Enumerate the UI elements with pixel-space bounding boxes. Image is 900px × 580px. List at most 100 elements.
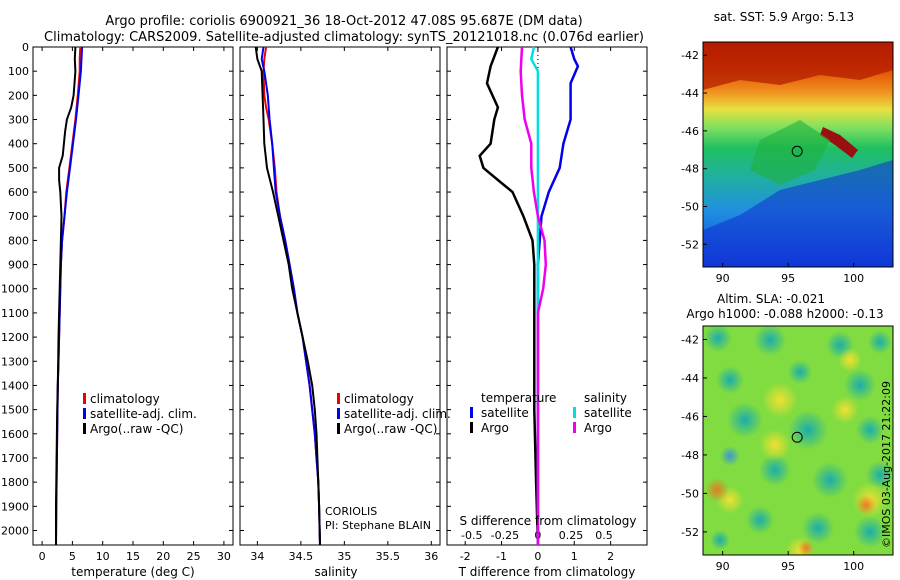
series-argo [55,46,77,545]
sst-front [820,127,858,158]
x-tick-label: 90 [716,272,730,285]
sst-map-axes: 90 95 100 -42 -44 -46 -48 -50 -52 [681,49,864,285]
sla-eddy [866,461,893,489]
legend-swatch-satellite [337,408,340,419]
x-tick-label: 2 [607,550,614,563]
figure-title-line2: Climatology: CARS2009. Satellite-adjuste… [44,30,644,45]
x-tick-label: -2 [460,550,471,563]
temperature-legend: climatology satellite-adj. clim. Argo(..… [83,392,197,436]
sla-eddy [788,410,828,450]
x-tick-label: 90 [716,560,730,573]
sla-eddy [854,516,886,548]
sla-eddy [754,326,786,356]
y-tick-label: 1800 [1,476,29,489]
legend-label-climatology: climatology [344,392,414,406]
s-tick-label: -0.5 [461,529,482,542]
y-tick-label: 600 [8,186,29,199]
y-tick-label: -52 [681,526,699,539]
argo-location-marker [791,431,803,443]
sla-eddy [716,366,744,394]
legend-swatch-climatology [337,393,340,404]
difference-chart: -2 -1 0 1 2-0.5 -0.25 0 0.25 0.5 [447,46,647,563]
legend-swatch-sal-argo [573,422,576,433]
legend-label-temp-satellite: satellite [481,406,529,420]
y-tick-label: 1000 [1,283,29,296]
x-tick-label: 100 [843,560,864,573]
sla-map: 90 95 100 -42 -44 -46 -48 -50 -52 [681,325,894,573]
figure-title-line1: Argo profile: coriolis 6900921_36 18-Oct… [105,14,582,29]
y-tick-label: -42 [681,49,699,62]
s-tick-label: 0.5 [595,529,613,542]
x-tick-label: 34.5 [289,550,314,563]
salinity-chart: 34 34.5 35 35.5 36 [240,46,440,563]
sla-eddy [838,348,862,372]
sst-green-region [750,120,830,185]
sla-eddy [762,382,798,418]
x-tick-label: -1 [496,550,507,563]
sla-eddy [759,454,791,486]
argo-location-marker [791,145,803,157]
annotation-coriolis: CORIOLIS [325,505,377,518]
x-tick-label: 34 [250,550,264,563]
sla-eddy [868,330,892,354]
temperature-panel-frame [32,46,234,546]
sst-warm-patch [703,42,893,90]
y-tick-label: -44 [681,87,699,100]
legend-swatch-temp-satellite [470,407,473,418]
legend-label-sal-argo: Argo [584,421,612,435]
y-tick-label: 1200 [1,331,29,344]
y-tick-label: 300 [8,114,29,127]
copyright-label: ©IMOS 03-Aug-2017 21:22:09 [880,381,893,548]
y-tick-label: 1100 [1,307,29,320]
x-tick-label: 0 [534,550,541,563]
legend-swatch-argo [337,423,340,434]
sla-eddy [844,369,876,401]
sla-eddy [831,396,859,424]
legend-swatch-satellite [83,408,86,419]
sst-map: 90 95 100 -42 -44 -46 -48 -50 -52 [681,41,894,285]
annotation-pi: PI: Stephane BLAIN [325,519,431,532]
y-tick-label: 1300 [1,355,29,368]
temperature-xlabel: temperature (deg C) [71,565,194,579]
legend-label-climatology: climatology [90,392,160,406]
y-tick-label: -50 [681,487,699,500]
y-tick-label: 1600 [1,428,29,441]
legend-swatch-sal-satellite [573,407,576,418]
sla-eddy [759,429,791,461]
legend-swatch-temp-argo [470,422,473,433]
s-tick-label: 0.25 [559,529,584,542]
y-tick-label: -46 [681,410,699,423]
legend-label-argo: Argo(..raw -QC) [90,422,183,436]
series-temp-satellite [536,46,580,545]
y-tick-label: -46 [681,125,699,138]
sla-eddy [720,446,740,466]
sla-eddies [704,326,893,555]
series-climatology [262,46,321,546]
salinity-xlabel: salinity [314,565,357,579]
s-tick-label: -0.25 [491,529,519,542]
x-tick-label: 0 [39,550,46,563]
x-tick-label: 36 [424,550,438,563]
sla-map-title-line1: Altim. SLA: -0.021 [717,292,825,306]
y-tick-label: 800 [8,234,29,247]
x-tick-label: 25 [187,550,201,563]
difference-top-xlabel: S difference from climatology [460,514,637,528]
x-tick-label: 30 [217,550,231,563]
temperature-chart: 0100200300400500600700800900100011001200… [1,41,233,563]
x-tick-label: 35 [337,550,351,563]
x-tick-label: 1 [571,550,578,563]
y-tick-label: 1400 [1,379,29,392]
sla-eddy [704,326,732,352]
sla-eddy [798,540,814,555]
sla-eddy [788,360,812,384]
x-tick-label: 5 [69,550,76,563]
legend-title-temperature: temperature [481,391,556,405]
difference-legend-temperature: temperature satellite Argo [470,391,556,435]
legend-label-temp-argo: Argo [481,421,509,435]
series-temp-argo [478,46,540,546]
y-tick-label: 0 [22,41,29,54]
difference-legend-salinity: salinity satellite Argo [573,391,632,435]
sla-eddy [812,462,848,498]
sla-eddy [705,478,729,502]
